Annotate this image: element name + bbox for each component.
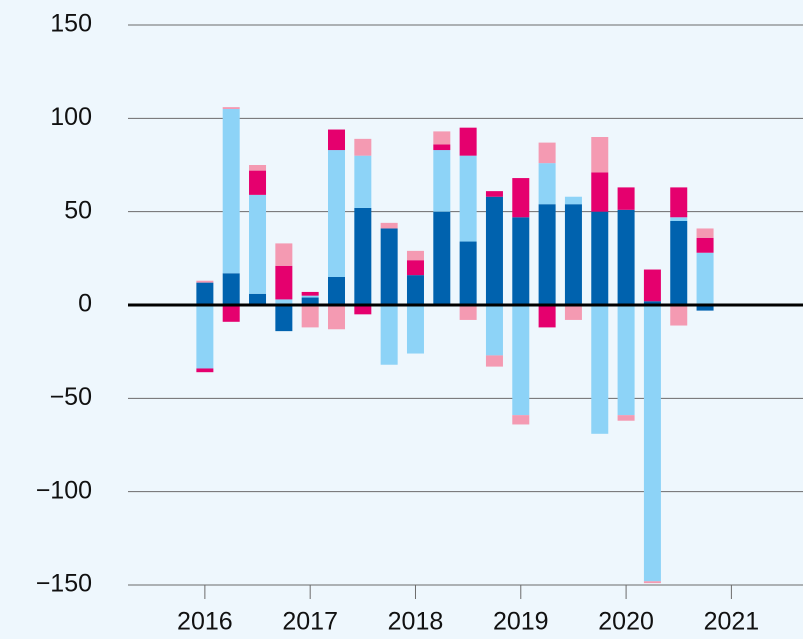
bar-segment (275, 265, 293, 300)
bar-segment (670, 217, 688, 221)
x-tick-label: 2017 (282, 608, 338, 636)
bar-segment (249, 293, 267, 305)
bar-segment (512, 305, 530, 416)
y-tick-label: 100 (50, 103, 92, 131)
bar-segment (301, 291, 319, 296)
bar-segment (196, 305, 214, 369)
bar-segment (301, 297, 319, 305)
bar-segment (275, 299, 293, 305)
bar-segment (617, 305, 635, 416)
y-tick-label: −50 (50, 383, 92, 411)
y-tick-label: 0 (78, 290, 92, 318)
bar-segment (380, 228, 398, 305)
bar-segment (459, 127, 477, 156)
bar-segment (433, 131, 451, 145)
bar-segment (380, 305, 398, 365)
bar-segment (696, 305, 714, 311)
bar-segment (538, 142, 556, 164)
bar-segment (591, 172, 609, 212)
bar-segment (354, 305, 372, 315)
bar-segment (512, 217, 530, 305)
bar-segment (696, 237, 714, 253)
bar-segment (354, 138, 372, 156)
x-tick-label: 2019 (493, 608, 549, 636)
bar-segment (328, 129, 346, 151)
bar-segment (249, 170, 267, 195)
bar-segment (564, 196, 582, 205)
bar-segment (485, 191, 503, 197)
bar-segment (301, 295, 319, 298)
x-tick-label: 2016 (177, 608, 233, 636)
bar-segment (564, 305, 582, 320)
y-tick-label: 150 (50, 10, 92, 38)
bar-segment (617, 209, 635, 305)
bar-segment (196, 282, 214, 305)
bar-segment (591, 137, 609, 173)
bar-segment (196, 280, 214, 283)
bar-segment (222, 305, 240, 322)
x-tick-label: 2018 (388, 608, 444, 636)
y-tick-label: −100 (36, 476, 92, 504)
bar-segment (354, 207, 372, 305)
bar-segment (406, 260, 424, 276)
bar-segment (301, 305, 319, 328)
bar-segment (538, 163, 556, 205)
bar-segment (591, 211, 609, 305)
bar-segment (328, 277, 346, 305)
y-tick-label: 50 (64, 196, 92, 224)
bar-segment (249, 194, 267, 294)
bar-segment (512, 415, 530, 425)
bar-segment (696, 228, 714, 238)
bar-segment (354, 155, 372, 208)
bar-segment (643, 305, 661, 582)
bar-segment (222, 273, 240, 305)
bar-segment (485, 196, 503, 305)
bar-segment (406, 305, 424, 354)
bar-segment (538, 305, 556, 328)
bar-segment (485, 305, 503, 356)
bar-segment (380, 222, 398, 229)
bar-segment (512, 178, 530, 218)
bar-segment (670, 305, 688, 326)
bar-segment (328, 150, 346, 277)
bar-segment (538, 204, 556, 305)
y-tick-label: −150 (36, 570, 92, 598)
bar-segment (328, 305, 346, 330)
bar-segment (433, 150, 451, 212)
bar-segment (433, 211, 451, 305)
x-tick-label: 2021 (704, 608, 760, 636)
bar-segment (670, 221, 688, 305)
bar-segment (459, 241, 477, 305)
bar-segment (485, 355, 503, 367)
bar-segment (696, 252, 714, 305)
bar-segment (459, 155, 477, 242)
bar-segment (670, 187, 688, 218)
x-tick-label: 2020 (598, 608, 654, 636)
bar-segment (643, 269, 661, 302)
bar-segment (564, 204, 582, 305)
bar-segment (222, 107, 240, 109)
bar-segment (459, 305, 477, 320)
bar-segment (617, 415, 635, 421)
bar-segment (433, 144, 451, 151)
bar-segment (591, 305, 609, 434)
bar-segment (275, 305, 293, 332)
bar-segment (643, 581, 661, 584)
bar-segment (222, 109, 240, 274)
bar-segment (617, 187, 635, 210)
bar-segment (196, 368, 214, 373)
bar-segment (406, 250, 424, 261)
bar-segment (275, 243, 293, 266)
bar-segment (643, 301, 661, 305)
bar-segment (249, 165, 267, 171)
bar-segment (406, 275, 424, 305)
